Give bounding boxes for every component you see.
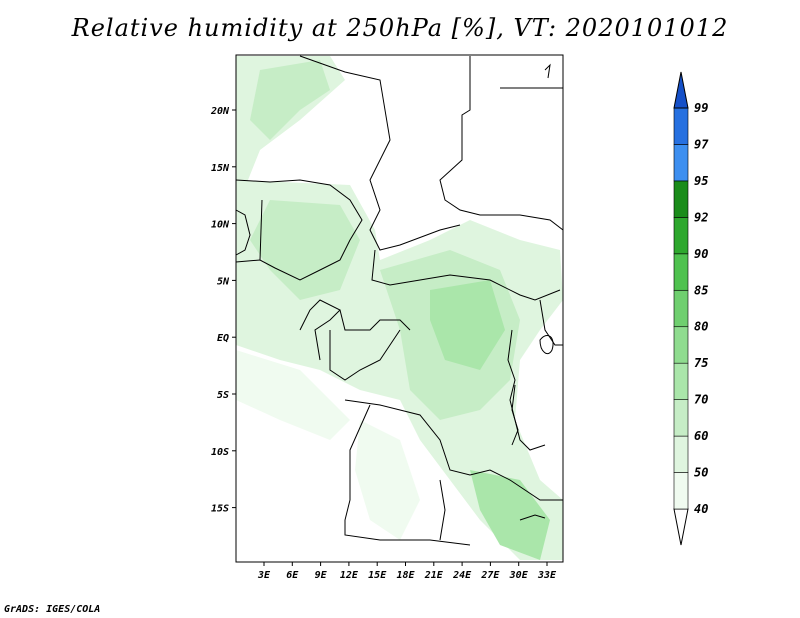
colorbar-label: 70 bbox=[694, 393, 708, 407]
humidity-field bbox=[236, 56, 563, 560]
colorbar-label: 92 bbox=[694, 210, 708, 224]
colorbar-lower-arrow bbox=[673, 508, 689, 546]
grads-credit: GrADS: IGES/COLA bbox=[4, 604, 101, 615]
colorbar-label: 97 bbox=[694, 137, 709, 151]
colorbar-segment bbox=[673, 217, 689, 255]
lon-tick-label: 27E bbox=[480, 570, 500, 581]
longitude-axis: 3E 6E 9E 12E 15E 18E 21E 24E 27E 30E 33E bbox=[257, 562, 557, 581]
colorbar-label: 60 bbox=[694, 429, 708, 443]
colorbar-segment bbox=[673, 399, 689, 437]
lon-tick-label: 3E bbox=[257, 570, 271, 581]
colorbar-label: 40 bbox=[694, 502, 708, 516]
lat-tick-label: 15S bbox=[211, 504, 229, 515]
lat-tick-label: 10S bbox=[211, 447, 229, 458]
colorbar-label: 90 bbox=[694, 247, 708, 261]
lat-tick-label: 5S bbox=[217, 390, 229, 401]
lon-tick-label: 15E bbox=[368, 570, 387, 581]
colorbar-segment bbox=[673, 472, 689, 510]
lon-tick-label: 6E bbox=[286, 570, 299, 581]
lat-tick-label: 20N bbox=[210, 106, 230, 117]
colorbar-segment bbox=[673, 144, 689, 182]
colorbar-segment bbox=[673, 107, 689, 145]
colorbar-segment bbox=[673, 435, 689, 473]
colorbar-segment bbox=[673, 362, 689, 400]
colorbar-segment bbox=[673, 253, 689, 291]
colorbar-label: 95 bbox=[694, 174, 708, 188]
lon-tick-label: 24E bbox=[452, 570, 472, 581]
lon-tick-label: 9E bbox=[315, 570, 328, 581]
colorbar-label: 50 bbox=[694, 466, 708, 480]
lon-tick-label: 18E bbox=[396, 570, 415, 581]
colorbar-label: 99 bbox=[694, 101, 708, 115]
latitude-axis: 20N 15N 10N 5N EQ 5S 10S 15S bbox=[210, 106, 236, 515]
colorbar-label: 85 bbox=[694, 283, 708, 297]
lakes bbox=[511, 63, 554, 521]
colorbar-label: 75 bbox=[694, 356, 708, 370]
colorbar: 40 50 60 70 75 80 85 90 92 95 97 99 bbox=[673, 71, 709, 546]
map-frame bbox=[235, 54, 564, 563]
lon-tick-label: 21E bbox=[424, 570, 444, 581]
lat-tick-label: EQ bbox=[217, 333, 229, 344]
lon-tick-label: 12E bbox=[340, 570, 359, 581]
lon-tick-label: 33E bbox=[537, 570, 557, 581]
colorbar-upper-arrow bbox=[673, 71, 689, 109]
colorbar-segment bbox=[673, 180, 689, 218]
lat-tick-label: 10N bbox=[211, 220, 230, 231]
lat-tick-label: 5N bbox=[217, 276, 230, 287]
chart-title: Relative humidity at 250hPa [%], VT: 202… bbox=[71, 14, 729, 42]
lon-tick-label: 30E bbox=[509, 570, 529, 581]
colorbar-label: 80 bbox=[694, 320, 708, 334]
colorbar-segment bbox=[673, 289, 689, 328]
colorbar-segment bbox=[673, 326, 689, 364]
lat-tick-label: 15N bbox=[211, 163, 230, 174]
